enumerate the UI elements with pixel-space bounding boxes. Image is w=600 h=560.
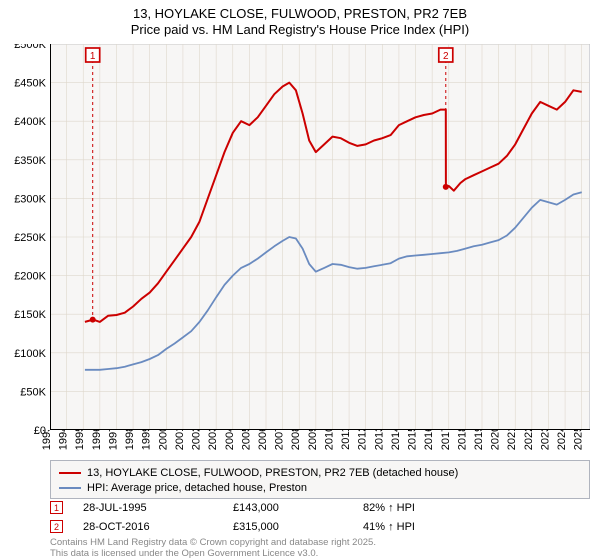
chart-svg: 12 <box>50 44 590 430</box>
svg-text:2004: 2004 <box>224 430 236 450</box>
svg-text:2014: 2014 <box>390 430 402 450</box>
svg-text:£350K: £350K <box>14 155 46 167</box>
legend-swatch <box>59 472 81 474</box>
svg-text:2023: 2023 <box>539 430 551 450</box>
svg-text:2005: 2005 <box>240 430 252 450</box>
y-axis-labels: £0£50K£100K£150K£200K£250K£300K£350K£400… <box>0 44 50 474</box>
svg-text:£300K: £300K <box>14 193 46 205</box>
annotation-date: 28-JUL-1995 <box>83 502 233 514</box>
svg-text:2013: 2013 <box>373 430 385 450</box>
chart-title-line2: Price paid vs. HM Land Registry's House … <box>0 22 600 38</box>
svg-text:2006: 2006 <box>257 430 269 450</box>
svg-text:2: 2 <box>443 51 449 62</box>
svg-text:2010: 2010 <box>323 430 335 450</box>
svg-text:1994: 1994 <box>58 430 70 450</box>
svg-text:2003: 2003 <box>207 430 219 450</box>
svg-text:1995: 1995 <box>74 430 86 450</box>
annotation-table: 1 28-JUL-1995 £143,000 82% ↑ HPI 2 28-OC… <box>50 498 590 536</box>
svg-text:1: 1 <box>90 51 96 62</box>
svg-text:1999: 1999 <box>141 430 153 450</box>
svg-text:£150K: £150K <box>14 309 46 321</box>
annotation-marker: 2 <box>50 520 63 533</box>
annotation-marker: 1 <box>50 501 63 514</box>
svg-text:2008: 2008 <box>290 430 302 450</box>
svg-text:£400K: £400K <box>14 116 46 128</box>
svg-text:2002: 2002 <box>191 430 203 450</box>
annotation-number: 1 <box>54 503 59 513</box>
svg-text:2000: 2000 <box>157 430 169 450</box>
svg-text:2020: 2020 <box>490 430 502 450</box>
legend-swatch <box>59 487 81 489</box>
svg-text:1997: 1997 <box>107 430 119 450</box>
svg-text:2024: 2024 <box>556 430 568 450</box>
annotation-price: £315,000 <box>233 521 363 533</box>
svg-text:2022: 2022 <box>523 430 535 450</box>
svg-text:2019: 2019 <box>473 430 485 450</box>
annotation-price: £143,000 <box>233 502 363 514</box>
annotation-row: 1 28-JUL-1995 £143,000 82% ↑ HPI <box>50 498 590 517</box>
svg-text:2009: 2009 <box>307 430 319 450</box>
chart-container: 13, HOYLAKE CLOSE, FULWOOD, PRESTON, PR2… <box>0 0 600 560</box>
svg-text:£250K: £250K <box>14 232 46 244</box>
svg-text:2016: 2016 <box>423 430 435 450</box>
svg-text:2025: 2025 <box>573 430 585 450</box>
svg-text:1993: 1993 <box>41 430 53 450</box>
svg-text:1998: 1998 <box>124 430 136 450</box>
footer-line2: This data is licensed under the Open Gov… <box>50 549 376 560</box>
legend: 13, HOYLAKE CLOSE, FULWOOD, PRESTON, PR2… <box>50 460 590 499</box>
annotation-pct: 41% ↑ HPI <box>363 521 415 533</box>
annotation-number: 2 <box>54 522 59 532</box>
svg-text:2012: 2012 <box>357 430 369 450</box>
svg-text:2011: 2011 <box>340 430 352 450</box>
svg-text:2001: 2001 <box>174 430 186 450</box>
svg-text:£500K: £500K <box>14 44 46 51</box>
legend-label: HPI: Average price, detached house, Pres… <box>87 482 307 494</box>
svg-text:£50K: £50K <box>20 386 46 398</box>
legend-item: HPI: Average price, detached house, Pres… <box>59 480 581 495</box>
svg-text:£100K: £100K <box>14 348 46 360</box>
legend-label: 13, HOYLAKE CLOSE, FULWOOD, PRESTON, PR2… <box>87 467 458 479</box>
legend-item: 13, HOYLAKE CLOSE, FULWOOD, PRESTON, PR2… <box>59 465 581 480</box>
svg-text:2021: 2021 <box>506 430 518 450</box>
svg-text:£450K: £450K <box>14 78 46 90</box>
annotation-row: 2 28-OCT-2016 £315,000 41% ↑ HPI <box>50 517 590 536</box>
plot-area: 12 <box>50 44 590 430</box>
x-axis-labels: 1993 1994 1995 1996 1997 1998 1999 2000 2001 2002… <box>0 430 600 464</box>
svg-text:1996: 1996 <box>91 430 103 450</box>
chart-title-block: 13, HOYLAKE CLOSE, FULWOOD, PRESTON, PR2… <box>0 0 600 39</box>
svg-text:£200K: £200K <box>14 271 46 283</box>
svg-text:2015: 2015 <box>407 430 419 450</box>
footer-attribution: Contains HM Land Registry data © Crown c… <box>50 538 376 560</box>
svg-text:2017: 2017 <box>440 430 452 450</box>
svg-text:2007: 2007 <box>274 430 286 450</box>
annotation-pct: 82% ↑ HPI <box>363 502 415 514</box>
svg-text:2018: 2018 <box>456 430 468 450</box>
annotation-date: 28-OCT-2016 <box>83 521 233 533</box>
chart-title-line1: 13, HOYLAKE CLOSE, FULWOOD, PRESTON, PR2… <box>0 6 600 22</box>
